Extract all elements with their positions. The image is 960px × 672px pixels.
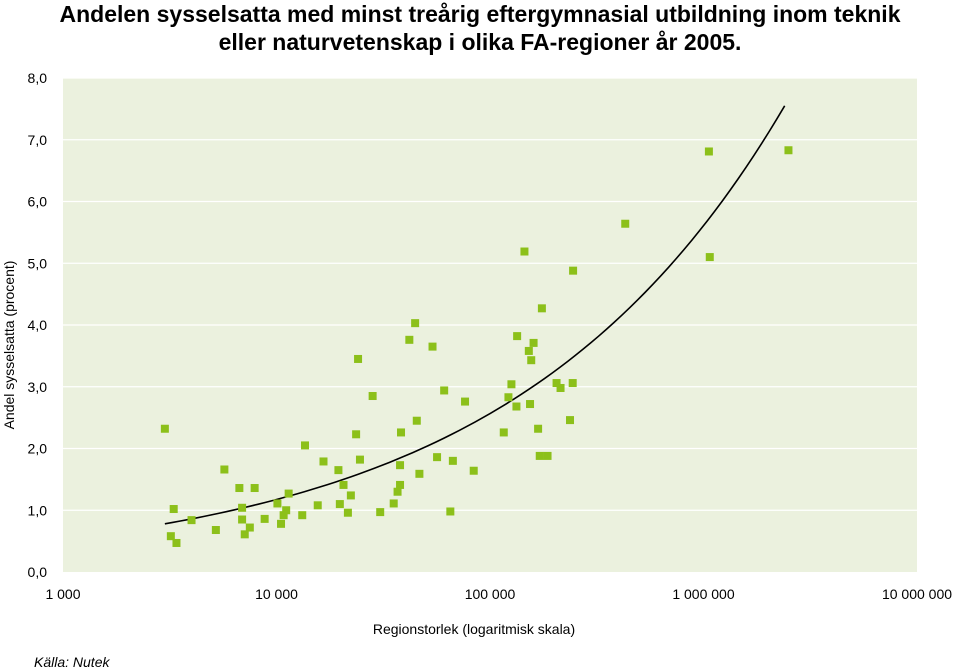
trendline xyxy=(164,105,786,525)
data-point xyxy=(313,501,322,510)
data-point xyxy=(343,508,352,517)
data-point xyxy=(461,397,470,406)
chart-title-line-2: eller naturvetenskap i olika FA-regioner… xyxy=(218,29,742,55)
data-point xyxy=(529,338,538,347)
data-point xyxy=(277,519,286,528)
data-point xyxy=(784,146,793,155)
y-tick-label: 3,0 xyxy=(28,379,48,395)
data-point xyxy=(355,455,364,464)
data-point xyxy=(339,480,348,489)
data-point xyxy=(537,304,546,313)
x-tick-label: 1 000 xyxy=(45,586,80,602)
data-point xyxy=(433,453,442,462)
data-point xyxy=(172,538,181,547)
data-point xyxy=(527,356,536,365)
data-point xyxy=(160,424,169,433)
y-tick-label: 7,0 xyxy=(28,132,48,148)
data-point xyxy=(499,428,508,437)
data-point xyxy=(279,511,288,520)
data-point xyxy=(507,380,516,389)
data-point xyxy=(397,428,406,437)
data-point xyxy=(520,247,529,256)
y-tick-label: 5,0 xyxy=(28,255,48,271)
y-tick-label: 6,0 xyxy=(28,194,48,210)
data-point xyxy=(376,508,385,517)
chart-title: Andelen sysselsatta med minst treårig ef… xyxy=(0,0,960,56)
data-point xyxy=(704,147,713,156)
data-point xyxy=(705,253,714,262)
data-point xyxy=(446,507,455,516)
data-point xyxy=(319,457,328,466)
data-point xyxy=(245,523,254,532)
data-point xyxy=(346,491,355,500)
data-point xyxy=(240,530,249,539)
y-tick-label: 8,0 xyxy=(28,70,48,86)
y-tick-label: 4,0 xyxy=(28,317,48,333)
data-point xyxy=(534,424,543,433)
data-point xyxy=(566,416,575,425)
data-point xyxy=(238,503,247,512)
data-point xyxy=(535,451,544,460)
data-point xyxy=(504,393,513,402)
data-point xyxy=(352,430,361,439)
data-point xyxy=(552,379,561,388)
data-point xyxy=(187,516,196,525)
data-point xyxy=(524,346,533,355)
y-tick-label: 0,0 xyxy=(28,564,48,580)
data-point xyxy=(393,487,402,496)
data-point xyxy=(512,402,521,411)
x-tick-label: 1 000 000 xyxy=(672,586,734,602)
data-point xyxy=(238,515,247,524)
data-point xyxy=(440,386,449,395)
data-point xyxy=(543,451,552,460)
data-point xyxy=(169,505,178,514)
data-point xyxy=(211,526,220,535)
data-point xyxy=(396,480,405,489)
data-point xyxy=(166,532,175,541)
data-point xyxy=(526,400,535,409)
data-point xyxy=(250,484,259,493)
data-point xyxy=(469,466,478,475)
data-point xyxy=(301,441,310,450)
data-point xyxy=(621,219,630,228)
data-point xyxy=(282,506,291,515)
data-point xyxy=(335,500,344,509)
x-axis-label: Regionstorlek (logaritmisk skala) xyxy=(373,621,575,637)
data-point xyxy=(396,461,405,470)
data-point xyxy=(415,469,424,478)
data-point xyxy=(273,499,282,508)
data-point xyxy=(334,466,343,475)
y-tick-label: 2,0 xyxy=(28,441,48,457)
data-point xyxy=(448,456,457,465)
chart-title-line-1: Andelen sysselsatta med minst treårig ef… xyxy=(59,1,901,27)
y-tick-label: 1,0 xyxy=(28,502,48,518)
data-point xyxy=(368,392,377,401)
x-tick-label: 10 000 xyxy=(255,586,298,602)
data-point xyxy=(220,465,229,474)
data-point xyxy=(412,416,421,425)
data-point xyxy=(389,499,398,508)
data-point xyxy=(411,319,420,328)
x-tick-label: 10 000 000 xyxy=(882,586,952,602)
y-axis-label: Andel sysselsatta (procent) xyxy=(1,261,17,430)
data-point xyxy=(284,489,293,498)
data-point xyxy=(298,511,307,520)
data-point xyxy=(556,383,565,392)
data-point xyxy=(569,266,578,275)
data-point xyxy=(568,379,577,388)
x-tick-label: 100 000 xyxy=(465,586,516,602)
source-note: Källa: Nutek xyxy=(34,654,110,670)
data-point xyxy=(260,514,269,523)
data-point xyxy=(235,484,244,493)
data-point xyxy=(405,335,414,344)
data-point xyxy=(428,342,437,351)
data-point xyxy=(513,332,522,341)
data-point xyxy=(354,354,363,363)
